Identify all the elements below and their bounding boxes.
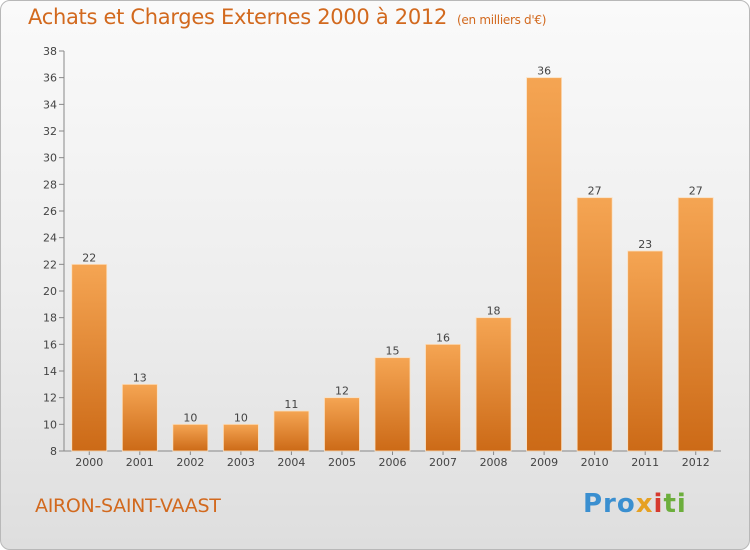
y-tick-label: 8 bbox=[50, 445, 57, 458]
logo-part: x bbox=[635, 489, 654, 519]
bars bbox=[71, 77, 714, 452]
logo-part: ti bbox=[663, 489, 687, 519]
x-tick-label: 2006 bbox=[379, 456, 407, 469]
title-text: Achats et Charges Externes 2000 à 2012 bbox=[28, 5, 448, 29]
data-label: 11 bbox=[284, 398, 298, 411]
proxiti-logo: Proxiti bbox=[583, 489, 687, 519]
x-tick-label: 2010 bbox=[581, 456, 609, 469]
y-tick-label: 30 bbox=[43, 152, 57, 165]
bar bbox=[374, 357, 411, 452]
data-label: 13 bbox=[133, 371, 147, 384]
x-tick-label: 2002 bbox=[176, 456, 204, 469]
axes: 8 10 12 14 16 18 20 22 24 26 28 30 32 34 36 38 2000 2001 2… bbox=[43, 45, 721, 469]
y-tick-label: 36 bbox=[43, 72, 57, 85]
chart-title: Achats et Charges Externes 2000 à 2012 (e… bbox=[28, 5, 546, 29]
y-tick-label: 22 bbox=[43, 258, 57, 271]
x-tick-label: 2009 bbox=[530, 456, 558, 469]
bar bbox=[576, 197, 613, 452]
y-tick-label: 10 bbox=[43, 418, 57, 431]
data-label: 27 bbox=[588, 185, 602, 198]
x-tick-label: 2003 bbox=[227, 456, 255, 469]
bar bbox=[172, 423, 209, 452]
data-label: 15 bbox=[386, 345, 400, 358]
bar bbox=[222, 423, 259, 452]
bar bbox=[475, 317, 512, 452]
x-tick-label: 2008 bbox=[480, 456, 508, 469]
data-label: 23 bbox=[638, 238, 652, 251]
data-label: 16 bbox=[436, 331, 450, 344]
y-tick-label: 24 bbox=[43, 232, 57, 245]
bar bbox=[425, 343, 461, 452]
bar bbox=[324, 397, 360, 452]
y-tick-label: 16 bbox=[43, 338, 57, 351]
bar bbox=[71, 263, 108, 452]
x-tick-label: 2000 bbox=[75, 456, 103, 469]
logo-part: i bbox=[653, 489, 664, 519]
bar bbox=[526, 77, 563, 452]
y-tick-label: 26 bbox=[43, 205, 57, 218]
data-label: 10 bbox=[234, 411, 248, 424]
y-tick-label: 12 bbox=[43, 392, 57, 405]
data-label: 27 bbox=[689, 185, 703, 198]
y-tick-label: 34 bbox=[43, 98, 57, 111]
y-tick-label: 32 bbox=[43, 125, 57, 138]
data-label: 10 bbox=[183, 411, 197, 424]
y-tick-label: 18 bbox=[43, 312, 57, 325]
y-tick-label: 14 bbox=[43, 365, 57, 378]
bar bbox=[273, 410, 310, 452]
commune-name: AIRON-SAINT-VAAST bbox=[35, 495, 221, 517]
x-tick-label: 2012 bbox=[682, 456, 710, 469]
y-tick-label: 20 bbox=[43, 285, 57, 298]
x-tick-label: 2005 bbox=[328, 456, 356, 469]
y-tick-label: 28 bbox=[43, 178, 57, 191]
data-label: 36 bbox=[537, 65, 551, 78]
x-tick-label: 2007 bbox=[429, 456, 457, 469]
bar bbox=[677, 197, 714, 452]
bar bbox=[627, 250, 664, 452]
unit-label: (en milliers d'€) bbox=[457, 13, 547, 27]
bar bbox=[121, 383, 158, 452]
data-label: 18 bbox=[487, 305, 501, 318]
data-labels: 22 13 10 10 11 12 15 16 18 36 27 23 27 bbox=[82, 65, 702, 425]
x-tick-label: 2011 bbox=[631, 456, 659, 469]
x-tick-label: 2004 bbox=[277, 456, 305, 469]
logo-part: Pro bbox=[583, 489, 636, 519]
data-label: 12 bbox=[335, 385, 349, 398]
data-label: 22 bbox=[82, 251, 96, 264]
x-tick-label: 2001 bbox=[126, 456, 154, 469]
y-tick-label: 38 bbox=[43, 45, 57, 58]
